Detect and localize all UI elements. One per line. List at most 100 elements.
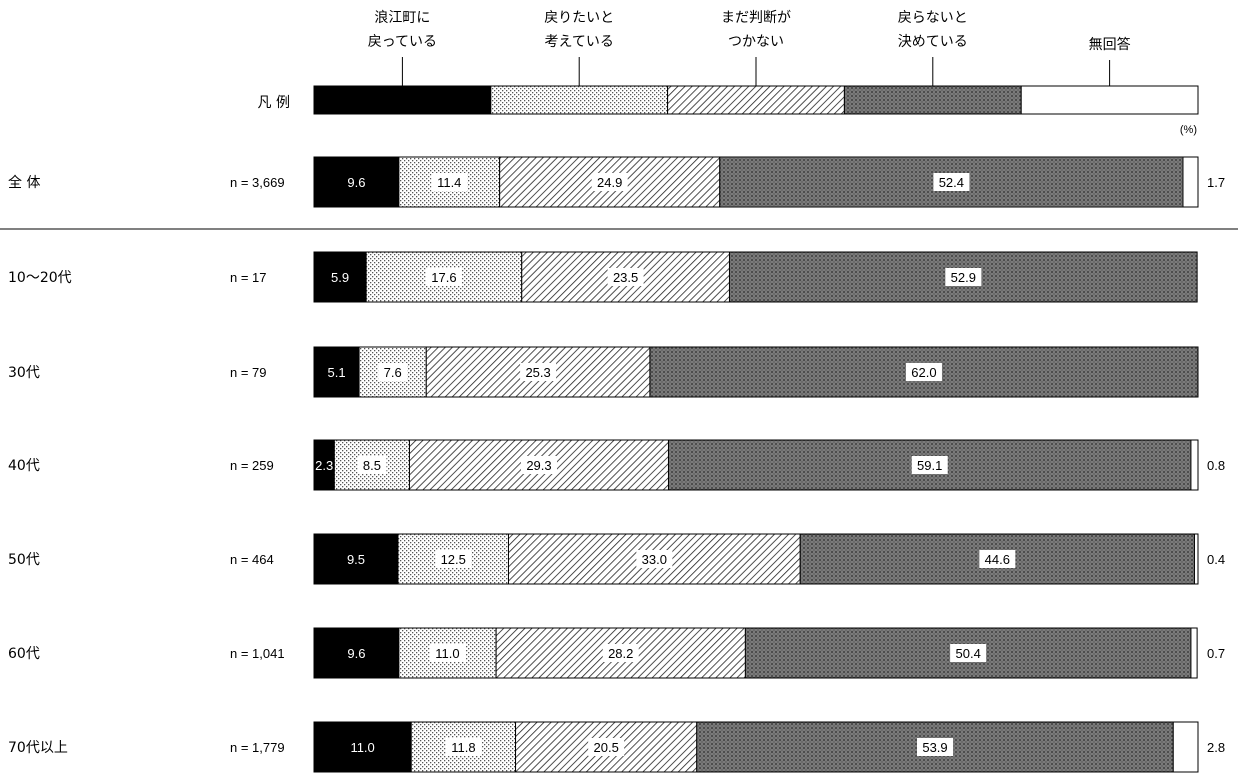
value-label-bg	[445, 738, 482, 756]
category-label: 50代	[8, 552, 40, 568]
legend-label-4: 戻らないと決めている	[898, 10, 968, 50]
value-label: 29.3	[526, 458, 551, 473]
legend-label-2: 戻りたいと考えている	[544, 10, 614, 50]
value-label-bg	[591, 173, 628, 191]
bar-row-7: 70代以上 n = 1,779 11.0 11.8 20.5 53.9 2.8	[8, 721, 1225, 773]
value-label-bg	[602, 644, 639, 662]
bar-segment-5	[1182, 156, 1199, 208]
value-label-bg	[378, 363, 408, 381]
value-label: 9.6	[347, 646, 365, 661]
legend-swatch-1	[313, 85, 492, 115]
bar-row-1: 全 体 n = 3,669 9.6 11.4 24.9 52.4 1.7	[8, 156, 1225, 208]
value-label: 59.1	[917, 458, 942, 473]
value-label-bg	[607, 268, 644, 286]
value-label: 52.4	[939, 175, 964, 190]
value-label-bg	[945, 268, 982, 286]
bar-segment-1	[313, 533, 399, 585]
value-label: 0.7	[1207, 646, 1225, 661]
value-label: 53.9	[922, 740, 947, 755]
value-label: 5.9	[331, 270, 349, 285]
value-label: 50.4	[956, 646, 981, 661]
bar-segment-1	[313, 346, 360, 398]
legend-swatch-5	[1020, 85, 1199, 115]
value-label: 7.6	[384, 365, 402, 380]
n-label: n = 79	[230, 365, 267, 380]
category-label: 30代	[8, 365, 40, 381]
legend-title: 凡 例	[258, 95, 290, 111]
category-label: 40代	[8, 458, 40, 474]
value-label: 0.8	[1207, 458, 1225, 473]
legend-swatch-4	[843, 85, 1022, 115]
value-label: 28.2	[608, 646, 633, 661]
value-label-bg	[588, 738, 625, 756]
bar-row-3: 30代 n = 79 5.1 7.6 25.3 62.0	[8, 346, 1199, 398]
n-label: n = 1,041	[230, 646, 285, 661]
value-label-bg	[431, 173, 468, 191]
value-label: 8.5	[363, 458, 381, 473]
value-label: 12.5	[441, 552, 466, 567]
bar-segment-5	[1193, 533, 1199, 585]
legend-swatch-2	[490, 85, 669, 115]
category-label: 全 体	[8, 174, 40, 191]
category-label: 10〜20代	[8, 270, 72, 286]
value-label: 11.0	[435, 646, 459, 661]
bar-row-4: 40代 n = 259 2.3 8.5 29.3 59.1 0.8	[8, 439, 1225, 491]
percent-unit-label: (%)	[1180, 124, 1197, 136]
value-label: 11.0	[350, 740, 374, 755]
value-label: 1.7	[1207, 175, 1225, 190]
chart-rows: 全 体 n = 3,669 9.6 11.4 24.9 52.4 1.7 10〜20代 n = …	[8, 156, 1225, 773]
value-label-bg	[917, 738, 954, 756]
value-label-bg	[911, 456, 948, 474]
value-label: 52.9	[951, 270, 976, 285]
value-label-bg	[520, 456, 557, 474]
value-label-bg	[435, 550, 472, 568]
value-label: 25.3	[525, 365, 550, 380]
value-label-bg	[425, 268, 462, 286]
value-label: 20.5	[594, 740, 619, 755]
bar-segment-1	[313, 156, 400, 208]
value-label: 9.6	[347, 175, 365, 190]
value-label-bg	[933, 173, 970, 191]
bar-segment-1	[313, 627, 400, 679]
n-label: n = 259	[230, 458, 274, 473]
value-label: 5.1	[328, 365, 346, 380]
n-label: n = 17	[230, 270, 267, 285]
bar-row-5: 50代 n = 464 9.5 12.5 33.0 44.6 0.4	[8, 533, 1225, 585]
value-label: 44.6	[985, 552, 1010, 567]
value-label: 9.5	[347, 552, 365, 567]
value-label-bg	[950, 644, 987, 662]
n-label: n = 464	[230, 552, 274, 567]
legend-label-1: 浪江町に戻っている	[368, 10, 437, 50]
legend: 凡 例 浪江町に戻っている 戻りたいと考えている まだ判断がつかない 戻らないと決めてい…	[258, 10, 1199, 115]
value-label-bg	[357, 456, 387, 474]
bar-segment-5	[1190, 627, 1198, 679]
category-label: 60代	[8, 646, 40, 662]
value-label-bg	[636, 550, 673, 568]
bar-row-2: 10〜20代 n = 17 5.9 17.6 23.5 52.9	[8, 251, 1198, 303]
value-label: 24.9	[597, 175, 622, 190]
value-label: 23.5	[613, 270, 638, 285]
category-label: 70代以上	[8, 740, 68, 756]
value-label-bg	[520, 363, 557, 381]
legend-label-3: まだ判断がつかない	[721, 10, 791, 50]
n-label: n = 1,779	[230, 740, 285, 755]
n-label: n = 3,669	[230, 175, 285, 190]
value-label: 17.6	[431, 270, 456, 285]
value-label: 11.4	[437, 175, 461, 190]
value-label: 33.0	[642, 552, 667, 567]
bar-segment-2	[365, 251, 523, 303]
value-label: 62.0	[911, 365, 936, 380]
value-label-bg	[905, 363, 942, 381]
legend-swatch-3	[667, 85, 845, 115]
value-label-bg	[429, 644, 466, 662]
value-label: 11.8	[451, 740, 475, 755]
bar-segment-5	[1172, 721, 1199, 773]
value-label: 0.4	[1207, 552, 1225, 567]
value-label-bg	[979, 550, 1016, 568]
legend-label-5: 無回答	[1089, 36, 1131, 53]
value-label: 2.3	[315, 458, 333, 473]
bar-row-6: 60代 n = 1,041 9.6 11.0 28.2 50.4 0.7	[8, 627, 1225, 679]
bar-segment-1	[313, 251, 367, 303]
bar-segment-5	[1190, 439, 1199, 491]
